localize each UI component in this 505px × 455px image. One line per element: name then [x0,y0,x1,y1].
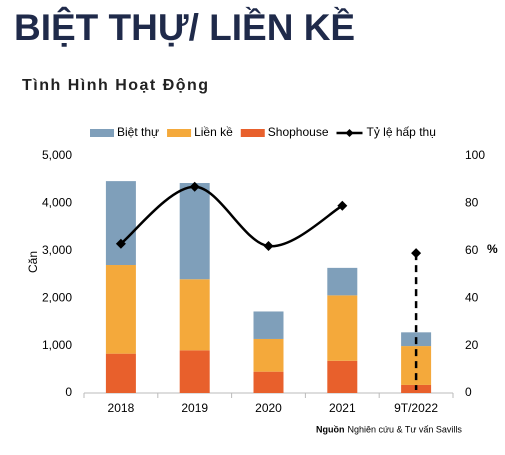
y-tick-label: 2,000 [42,290,72,304]
y2-tick-label: 40 [465,290,479,304]
x-tick-label: 2020 [255,401,282,415]
legend-swatch [90,129,114,137]
subtitle: Tình Hình Hoạt Động [22,77,210,94]
bar [105,181,136,266]
y2-tick-label: 0 [465,385,472,399]
bar [253,338,284,372]
y2-tick-label: 80 [465,196,479,210]
legend-label: Liền kề [194,125,233,139]
bar [179,183,210,280]
bar [253,311,284,339]
y2-axis-label: % [487,242,498,256]
legend-swatch [167,129,192,137]
legend-label: Tỷ lệ hấp thụ [367,125,436,139]
y-tick-label: 1,000 [42,338,72,352]
y2-tick-label: 100 [465,148,485,162]
x-tick-label: 2019 [181,401,208,415]
bar [327,295,358,361]
bar [105,265,136,354]
y-tick-label: 0 [65,385,72,399]
legend-swatch [240,129,265,137]
y2-tick-label: 20 [465,338,479,352]
source-label: Nguồn [316,424,345,434]
y-tick-label: 5,000 [42,148,72,162]
marker [411,248,422,259]
bar [327,360,358,393]
x-tick-label: 2018 [108,401,135,415]
marker [189,181,200,192]
page-title: BIỆT THỰ/ LIỀN KỀ [14,6,355,48]
legend-label: Shophouse [268,125,329,139]
line [120,185,343,248]
bar [327,267,358,296]
bar [253,371,284,393]
x-tick-label: 2021 [329,401,356,415]
legend-marker [345,129,354,137]
legend-label: Biệt thự [117,125,159,139]
y-axis-label: Căn [26,251,40,273]
bar [105,353,136,393]
x-tick-label: 9T/2022 [394,401,438,415]
bar [179,279,210,351]
y-tick-label: 4,000 [42,196,72,210]
source: Nghiên cứu & Tư vấn Savills [348,424,463,434]
marker [263,241,274,252]
y-tick-label: 3,000 [42,243,72,257]
marker [337,200,348,211]
marker [115,238,126,249]
bar [179,350,210,393]
y2-tick-label: 60 [465,243,479,257]
